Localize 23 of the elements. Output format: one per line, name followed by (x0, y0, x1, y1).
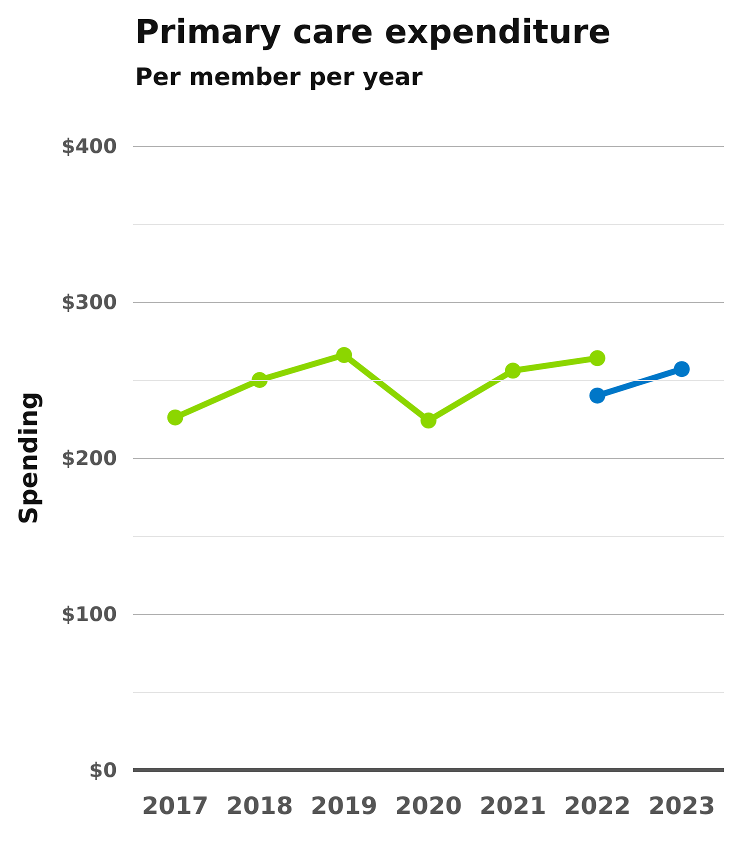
x-tick-label: 2017 (142, 792, 209, 820)
chart-subtitle: Per member per year (135, 63, 423, 91)
point (589, 388, 606, 404)
y-tick-label: $0 (89, 758, 117, 782)
point (420, 412, 436, 429)
x-tick-label: 2023 (648, 792, 716, 820)
point (167, 409, 184, 426)
x-tick-label: 2018 (226, 792, 294, 820)
x-tick-label: 2021 (480, 792, 546, 820)
y-tick-label: $300 (61, 290, 117, 314)
point (674, 361, 690, 378)
y-tick-label: $200 (61, 446, 117, 470)
x-tick-label: 2019 (310, 792, 378, 820)
y-tick-label: $100 (61, 602, 117, 626)
point (336, 347, 352, 364)
point (252, 372, 268, 388)
chart-title: Primary care expenditure (135, 12, 611, 51)
y-tick-label: $400 (61, 134, 117, 158)
point (504, 362, 521, 379)
y-axis-title: Spending (14, 392, 43, 524)
point (589, 350, 606, 366)
x-tick-label: 2020 (395, 792, 462, 820)
x-tick-label: 2022 (564, 792, 631, 820)
